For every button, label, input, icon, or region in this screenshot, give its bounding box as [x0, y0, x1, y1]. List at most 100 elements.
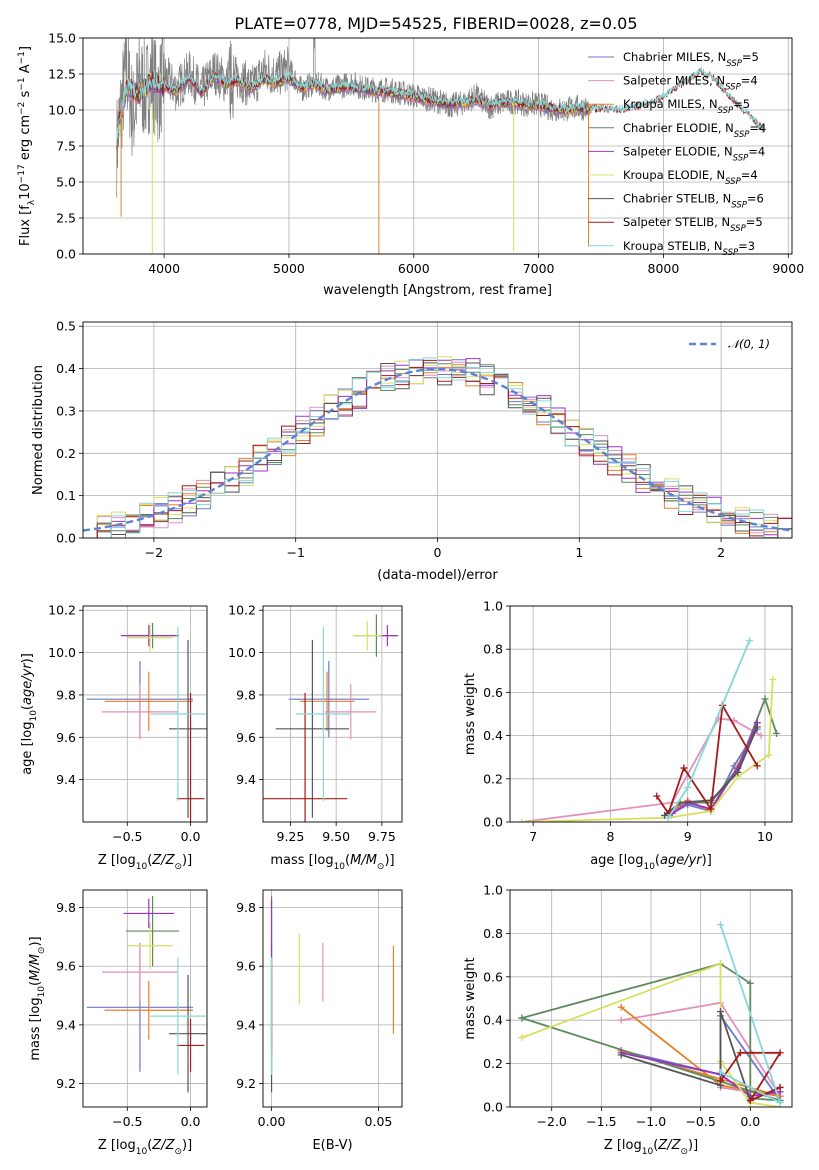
spectrum-plot: 4000 5000 6000 7000 8000 9000 0.0 2.5 5.0 7.5 10.0…	[17, 31, 804, 299]
residuals-xtick-label: −2	[145, 545, 163, 560]
massweight_vs_age-ytick-label: 0.2	[483, 771, 503, 786]
mass_vs_Z-plot: −0.5 0.0 9.2 9.4 9.6 9.8 Z [log10(Z/Z⊙)] mass […	[28, 889, 208, 1157]
age_vs_mass-ytick-label: 9.6	[236, 730, 256, 745]
mass_vs_ebv-grid	[263, 890, 402, 1107]
mass_vs_ebv-ytick-label: 9.2	[236, 1076, 256, 1091]
spectrum-ytick-label: 12.5	[48, 67, 76, 82]
spectrum-xtick-label: 7000	[523, 261, 555, 276]
errorbar-point	[120, 625, 177, 647]
massweight_vs_Z-frame	[509, 889, 793, 1108]
errorbar-point	[176, 692, 205, 822]
mass_vs_ebv-xtick-label: 0.05	[365, 1114, 393, 1129]
mass_vs_Z-frame	[82, 889, 208, 1108]
residuals-xtick-label: 1	[575, 545, 583, 560]
age_vs_mass-plot: 9.25 9.50 9.75 9.4 9.6 9.8 10.0 10.2 mass [log10…	[228, 603, 403, 872]
residuals-xtick-label: −1	[286, 545, 304, 560]
mass-weight-marker	[773, 729, 781, 737]
age_vs_mass-ytick-label: 9.4	[236, 772, 256, 787]
gaussian-curve	[83, 367, 792, 532]
residuals-ytick-label: 0.4	[56, 361, 76, 376]
errorbar-point	[101, 684, 178, 740]
errorbar-point	[325, 684, 377, 740]
mass-vs-ebv-xlabel: E(B-V)	[312, 1138, 352, 1153]
residuals-ytick-label: 0.1	[56, 488, 76, 503]
massweight_vs_Z-plot: −2.0 −1.5 −1.0 −0.5 0.0 0.0 0.2 0.4 0.6 0.8 1.0 Z […	[463, 883, 793, 1157]
age_vs_mass-frame	[262, 605, 403, 823]
residuals-ytick-label: 0.3	[56, 403, 76, 418]
mass_vs_ebv-xtick-label: 0.00	[258, 1114, 286, 1129]
massweight_vs_Z-ytick-label: 0.6	[483, 969, 503, 984]
age_vs_Z-errorbars	[86, 622, 207, 822]
errorbar-point	[169, 975, 207, 1093]
spectrum-xtick-label: 8000	[648, 261, 680, 276]
legend-entry: Salpeter MILES, NSSP=4	[623, 74, 758, 93]
residuals-xtick-label: 0	[434, 545, 442, 560]
mass_vs_Z-xtick-label: −0.5	[112, 1114, 142, 1129]
residuals-xlabel: (data-model)/error	[377, 568, 498, 583]
age_vs_Z-ytick-label: 10.0	[48, 645, 76, 660]
mass_vs_Z-ytick-label: 9.2	[56, 1076, 76, 1091]
legend-entry: Salpeter ELODIE, NSSP=4	[623, 144, 765, 163]
spectrum-frame	[82, 37, 793, 255]
mass-weight-marker	[746, 979, 754, 987]
spectrum-model-line	[116, 65, 764, 147]
massweight_vs_age-xtick-label: 10	[757, 829, 773, 844]
spectrum-xtick-label: 9000	[772, 261, 804, 276]
spectrum-xtick-label: 4000	[148, 261, 180, 276]
errorbar-point	[101, 942, 178, 1002]
age-vs-mass-xlabel: mass [log10(M/M⊙)]	[270, 853, 394, 872]
massweight_vs_age-ytick-label: 1.0	[483, 599, 503, 614]
massweight_vs_Z-ytick-label: 0.0	[483, 1100, 503, 1115]
spectrum-lines	[116, 38, 764, 254]
massweight_vs_age-plot: 7 8 9 10 0.0 0.2 0.4 0.6 0.8 1.0 age [log10(age/yr…	[463, 599, 793, 872]
massweight_vs_Z-lines	[518, 921, 784, 1107]
legend-entry: Salpeter STELIB, NSSP=5	[623, 215, 763, 234]
massweight_vs_age-frame	[509, 605, 793, 823]
age_vs_mass-xtick-label: 9.50	[322, 829, 350, 844]
residuals-hist	[83, 356, 792, 538]
massweight_vs_Z-xtick-label: −0.5	[685, 1114, 715, 1129]
errorbar-point	[123, 898, 175, 929]
spectrum-ytick-label: 15.0	[48, 31, 76, 46]
mass-weight-marker	[707, 805, 715, 813]
mass-weight-marker	[684, 783, 692, 791]
figure-title: PLATE=0778, MJD=54525, FIBERID=0028, z=0…	[234, 14, 637, 33]
mass-weight-marker	[717, 1008, 725, 1016]
massweight_vs_age-xtick-label: 7	[529, 829, 537, 844]
mass_vs_ebv-frame	[262, 889, 403, 1108]
errorbar-point	[127, 622, 173, 653]
spectrum-ytick-label: 7.5	[56, 139, 76, 154]
age_vs_mass-ytick-label: 10.2	[228, 603, 256, 618]
massweight_vs_age-lines	[518, 637, 781, 822]
age_vs_Z-ytick-label: 10.2	[48, 603, 76, 618]
errorbar-point	[150, 627, 206, 801]
age_vs_Z-ytick-label: 9.6	[56, 730, 76, 745]
spectrum-ytick-label: 0.0	[56, 247, 76, 262]
mass-weight-marker	[746, 637, 754, 645]
mass-weight-line	[521, 679, 774, 822]
errorbar-point	[299, 671, 355, 731]
errorbar-point	[176, 1019, 205, 1072]
massweight_vs_age-xtick-label: 8	[606, 829, 614, 844]
spectrum-ylabel: Flux [fλ10−17 erg cm−2 s−1 A−1]	[17, 46, 37, 246]
mass_vs_ebv-plot: 0.00 0.05 9.2 9.4 9.6 9.8 E(B-V)	[236, 889, 403, 1153]
errorbar-point	[169, 639, 207, 818]
mass_vs_ebv-ytick-label: 9.6	[236, 959, 256, 974]
age_vs_mass-errorbars	[263, 614, 399, 822]
spectrum-xtick-label: 5000	[273, 261, 305, 276]
residuals-ytick-label: 0.0	[56, 531, 76, 546]
massweight-vs-age-xlabel: age [log10(age/yr)]	[590, 853, 712, 872]
massweight_vs_age-ylabel: mass weight	[463, 673, 478, 755]
massweight_vs_Z-ytick-label: 1.0	[483, 883, 503, 898]
massweight_vs_Z-ytick-label: 0.4	[483, 1013, 503, 1028]
errorbar-point	[263, 692, 348, 822]
mass-weight-marker	[664, 814, 672, 822]
mass-weight-marker	[518, 818, 526, 822]
mass-weight-marker	[776, 1049, 784, 1057]
mass_vs_ebv-ytick-label: 9.4	[236, 1017, 256, 1032]
mass-weight-marker	[765, 751, 773, 759]
mass-weight-marker	[717, 960, 725, 968]
age_vs_mass-xtick-label: 9.75	[368, 829, 396, 844]
mass-weight-marker	[776, 1099, 784, 1107]
spectrum-xlabel: wavelength [Angstrom, rest frame]	[323, 283, 552, 298]
